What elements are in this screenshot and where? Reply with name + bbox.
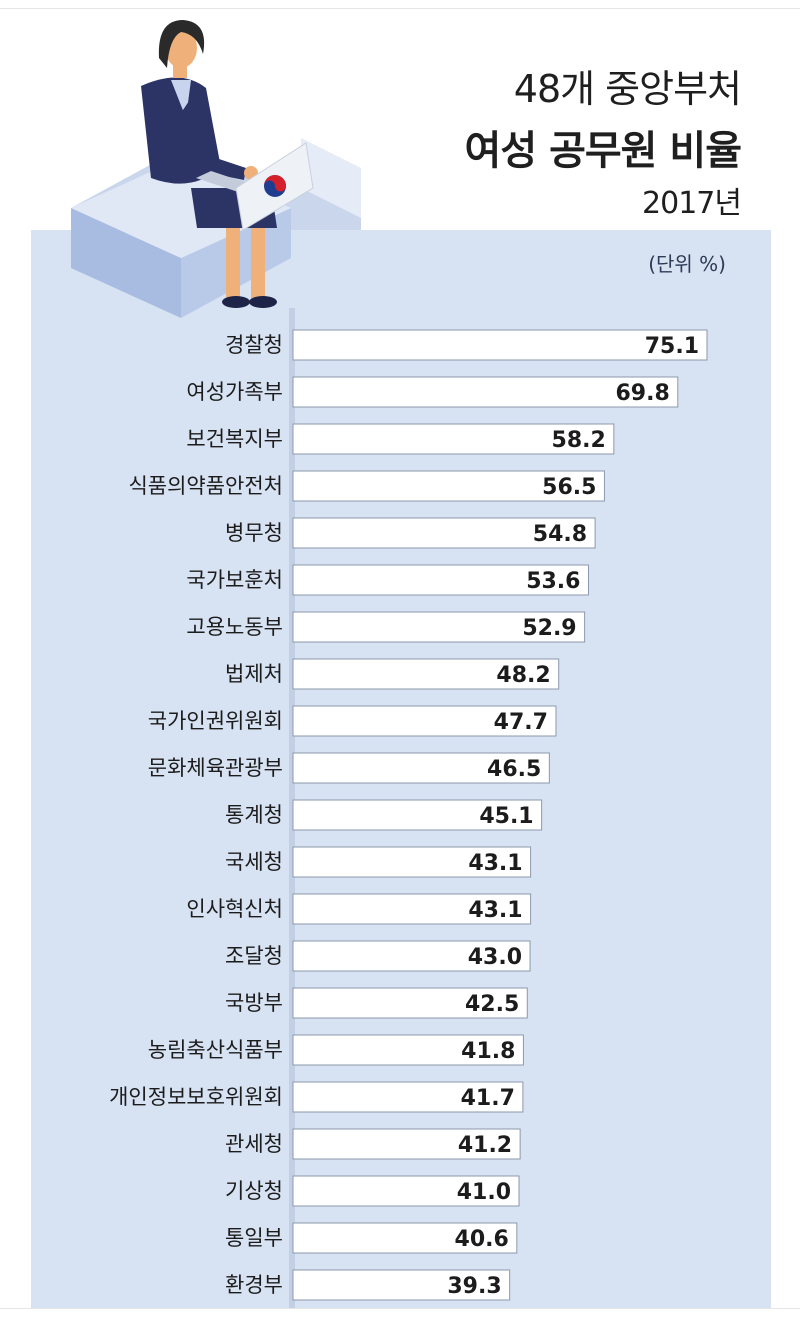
value-label: 41.0 (457, 1180, 511, 1205)
bar (292, 517, 596, 549)
axis-spine (289, 308, 295, 1308)
value-label: 45.1 (479, 804, 533, 829)
bar (292, 752, 550, 784)
value-label: 58.2 (552, 428, 606, 453)
bar (292, 658, 560, 690)
category-label: 국가보훈처 (186, 568, 283, 592)
category-label: 국세청 (225, 850, 283, 874)
category-label: 병무청 (225, 521, 283, 545)
value-label: 41.2 (458, 1133, 512, 1158)
category-label: 환경부 (225, 1273, 283, 1297)
value-label: 43.1 (468, 898, 522, 923)
category-label: 통계청 (225, 803, 283, 827)
value-label: 75.1 (645, 334, 699, 359)
category-label: 식품의약품안전처 (128, 474, 283, 498)
bar (292, 329, 708, 361)
platform-shape (301, 138, 361, 218)
shoe-left (222, 296, 250, 308)
category-label: 통일부 (225, 1226, 283, 1250)
value-label: 43.0 (468, 945, 522, 970)
bar (292, 1128, 521, 1160)
value-label: 42.5 (465, 992, 519, 1017)
bar (292, 1081, 524, 1113)
bar (292, 470, 605, 502)
category-label: 여성가족부 (186, 380, 283, 404)
bar (292, 376, 679, 408)
bar (292, 1222, 518, 1254)
unit-label: (단위 %) (648, 252, 726, 276)
category-label: 조달청 (225, 944, 283, 968)
category-label: 국가인권위원회 (148, 709, 283, 733)
category-label: 개인정보보호위원회 (109, 1085, 283, 1109)
value-label: 41.8 (461, 1039, 515, 1064)
bar (292, 705, 557, 737)
bar (292, 940, 531, 972)
value-label: 43.1 (468, 851, 522, 876)
value-label: 40.6 (455, 1227, 509, 1252)
value-label: 52.9 (522, 616, 576, 641)
leg-right (251, 218, 265, 298)
woman-at-laptop-illustration (71, 20, 361, 318)
category-label: 관세청 (225, 1132, 283, 1156)
title-year: 2017년 (642, 186, 742, 221)
bar (292, 1034, 524, 1066)
value-label: 54.8 (533, 522, 587, 547)
category-label: 고용노동부 (186, 615, 283, 639)
value-label: 53.6 (526, 569, 580, 594)
category-label: 문화체육관광부 (148, 756, 283, 780)
bar (292, 1269, 511, 1301)
bar-chart: 경찰청 75.1 여성가족부 69.8 보건복지부 58.2 식품의약품안전처 56.5 병무청… (109, 308, 708, 1308)
bench-left-face (71, 208, 181, 318)
value-label: 39.3 (447, 1274, 501, 1299)
category-label: 기상청 (225, 1179, 283, 1203)
bar (292, 846, 532, 878)
bottom-divider (0, 1308, 800, 1309)
category-label: 인사혁신처 (186, 897, 283, 921)
category-label: 국방부 (225, 991, 283, 1015)
bar (292, 564, 589, 596)
title-line-2: 여성 공무원 비율 (464, 128, 742, 174)
value-label: 46.5 (487, 757, 541, 782)
value-label: 41.7 (461, 1086, 515, 1111)
value-label: 47.7 (494, 710, 548, 735)
title-line-1: 48개 중앙부처 (513, 67, 742, 111)
category-label: 농림축산식품부 (148, 1038, 283, 1062)
bar (292, 799, 543, 831)
taegeuk-emblem-icon (264, 175, 286, 197)
bar (292, 987, 528, 1019)
value-label: 69.8 (616, 381, 670, 406)
jacket (141, 77, 221, 184)
top-divider (0, 8, 800, 9)
arm (181, 98, 246, 180)
category-label: 경찰청 (225, 333, 283, 357)
category-label: 법제처 (225, 662, 283, 686)
bar (292, 893, 532, 925)
value-label: 56.5 (542, 475, 596, 500)
value-label: 48.2 (496, 663, 550, 688)
hair (158, 20, 205, 68)
category-label: 보건복지부 (186, 427, 283, 451)
bar (292, 611, 586, 643)
leg-left (226, 218, 240, 298)
infographic-card: 48개 중앙부처 여성 공무원 비율 2017년 (단위 %) 경찰청 75.1 여… (31, 18, 771, 1308)
shoe-right (249, 296, 277, 308)
bar (292, 423, 615, 455)
bar (292, 1175, 520, 1207)
